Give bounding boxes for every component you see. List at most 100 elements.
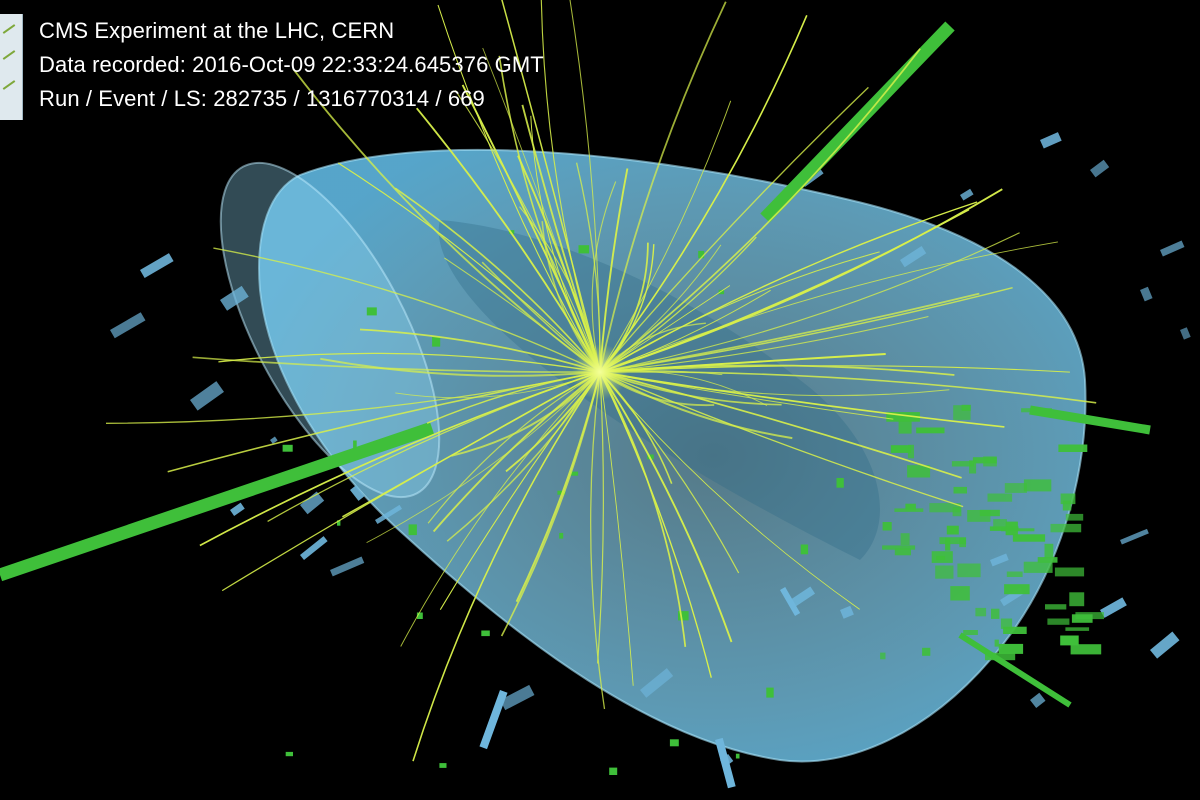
- energy-deposit: [961, 404, 971, 411]
- particle-track: [599, 209, 970, 373]
- particle-track: [599, 371, 712, 678]
- event-caption: CMS Experiment at the LHC, CERN Data rec…: [0, 14, 544, 120]
- energy-deposit: [963, 630, 978, 635]
- muon-chamber-block: [839, 605, 854, 619]
- energy-deposit: [698, 250, 705, 259]
- muon-chamber-block: [269, 436, 278, 444]
- energy-deposit: [432, 336, 441, 347]
- energy-deposit: [766, 687, 774, 698]
- energy-deposit: [890, 445, 912, 453]
- muon-chamber-block: [300, 536, 328, 561]
- cms-logo: [0, 14, 23, 120]
- energy-deposit: [880, 652, 886, 660]
- energy-deposit: [952, 507, 962, 517]
- energy-deposit: [1069, 592, 1085, 607]
- particle-track: [437, 4, 601, 373]
- energy-deposit: [1070, 644, 1102, 655]
- muon-chamber-block: [1100, 597, 1127, 618]
- particle-track: [599, 315, 929, 373]
- particle-track: [599, 86, 869, 373]
- energy-deposit: [882, 522, 892, 531]
- muon-chamber-block: [220, 285, 249, 311]
- muon-chamber-block: [330, 556, 365, 577]
- energy-deposit: [975, 607, 987, 617]
- particle-track: [569, 0, 601, 373]
- particle-track: [412, 371, 601, 762]
- energy-deposit: [1000, 618, 1013, 629]
- energy-deposit: [337, 520, 341, 526]
- muon-chamber-block: [1160, 240, 1185, 257]
- energy-deposit: [882, 545, 916, 550]
- energy-deposit: [1065, 513, 1084, 521]
- muon-chambers: [109, 132, 1191, 789]
- muon-chamber-block: [1180, 327, 1191, 340]
- particle-track: [359, 328, 601, 373]
- particle-track: [590, 371, 606, 710]
- muon-chamber-block: [960, 188, 974, 201]
- energy-deposit: [669, 739, 679, 747]
- particle-track: [599, 14, 808, 373]
- energy-deposit: [1060, 493, 1076, 505]
- energy-deposit: [285, 751, 293, 757]
- muon-chamber-block: [1150, 631, 1180, 659]
- energy-deposit: [282, 444, 293, 452]
- particle-track: [599, 100, 732, 373]
- energy-deposit: [1058, 444, 1088, 452]
- jet-line-top: [760, 21, 955, 223]
- jet-line-right: [958, 632, 1072, 708]
- energy-deposit: [1023, 479, 1052, 492]
- energy-deposit: [1045, 604, 1067, 610]
- muon-chamber-bar: [780, 587, 801, 616]
- energy-deposit: [1047, 618, 1070, 625]
- energy-deposit: [557, 490, 566, 495]
- energy-deposit: [994, 639, 999, 647]
- energy-deposit: [991, 608, 1000, 619]
- energy-deposit: [939, 537, 967, 545]
- energy-deposit: [957, 563, 981, 578]
- energy-deposit: [946, 525, 959, 535]
- particle-track: [461, 84, 601, 373]
- particle-track: [599, 353, 886, 373]
- energy-deposit: [481, 630, 490, 637]
- particle-track: [213, 247, 601, 373]
- particle-track: [320, 357, 601, 377]
- muon-chamber-block: [1120, 528, 1149, 545]
- particle-track: [218, 352, 601, 373]
- muon-chamber-block: [1140, 286, 1153, 302]
- particle-tracks: [105, 0, 1097, 762]
- energy-deposit: [922, 647, 931, 656]
- energy-deposit: [439, 763, 447, 768]
- particle-track: [599, 232, 1020, 373]
- muon-chamber-block: [499, 684, 535, 711]
- energy-deposit: [916, 427, 945, 434]
- energy-deposit: [900, 533, 910, 546]
- particle-track: [415, 107, 601, 373]
- energy-deposit: [1012, 534, 1046, 542]
- particle-track: [500, 371, 601, 637]
- energy-deposits: [282, 230, 1104, 775]
- energy-deposit: [985, 652, 1016, 661]
- energy-deposit: [929, 503, 961, 513]
- jet-line-right-upper: [1029, 405, 1151, 435]
- particle-track: [599, 1, 727, 373]
- muon-chamber-block: [109, 312, 146, 339]
- particle-track: [427, 371, 601, 524]
- energy-deposit: [950, 586, 970, 601]
- caption-run-event-ls: Run / Event / LS: 282735 / 1316770314 / …: [39, 86, 485, 111]
- energy-deposit: [1003, 626, 1027, 634]
- particle-track: [599, 371, 962, 479]
- particle-track: [337, 162, 601, 373]
- energy-deposit: [951, 461, 974, 467]
- energy-deposit: [1060, 635, 1079, 646]
- muon-chamber-block: [1090, 159, 1110, 178]
- detector-barrel: [219, 148, 1087, 763]
- energy-deposit: [905, 503, 916, 511]
- muon-chamber-block: [375, 504, 402, 525]
- energy-deposit: [1062, 500, 1072, 511]
- particle-track: [599, 371, 1097, 404]
- particle-track: [501, 0, 601, 373]
- particle-track: [599, 48, 921, 373]
- energy-deposit: [907, 465, 931, 478]
